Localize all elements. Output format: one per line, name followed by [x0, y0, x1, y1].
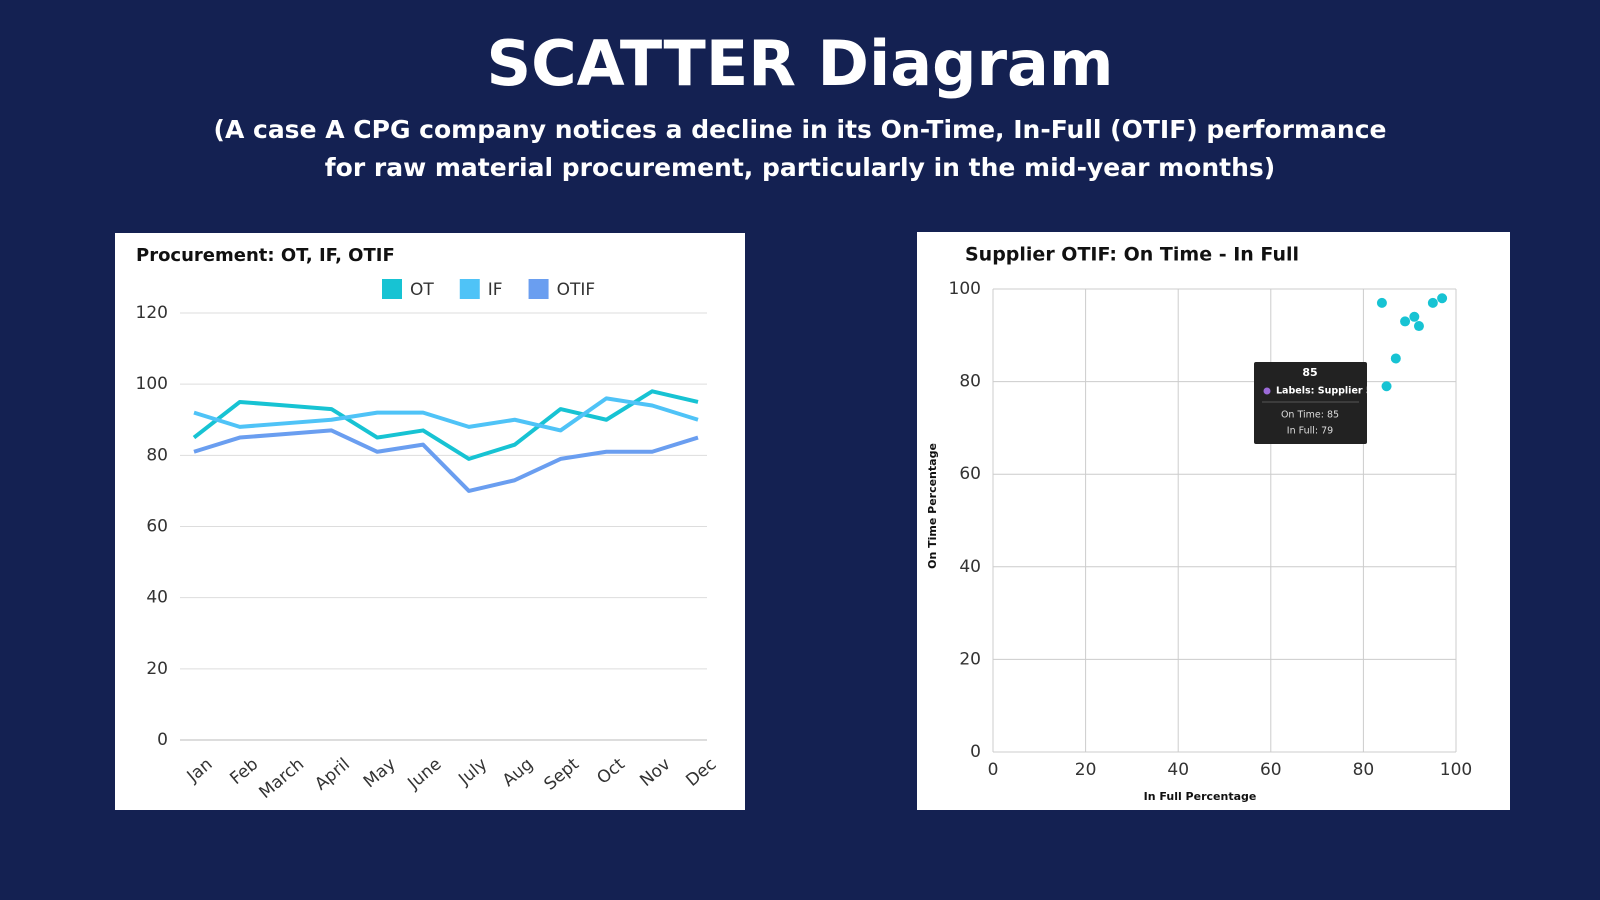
slide-subtitle: (A case A CPG company notices a decline …	[214, 115, 1387, 144]
y-tick-label: 40	[146, 588, 168, 608]
y-tick-label: 100	[136, 374, 168, 394]
tooltip-title: 85	[1302, 366, 1317, 379]
tooltip-bullet	[1263, 387, 1271, 395]
legend-label: OT	[410, 280, 434, 300]
y-tick-label: 100	[949, 279, 981, 299]
y-tick-label: 60	[146, 517, 168, 537]
y-tick-label: 0	[157, 730, 168, 750]
x-axis-label: In Full Percentage	[1144, 790, 1257, 803]
tooltip-label: Labels: Supplier 5	[1276, 386, 1373, 397]
y-tick-label: 80	[959, 372, 981, 392]
series-line	[193, 428, 699, 493]
series-line	[192, 389, 699, 461]
x-tick-label: 80	[1353, 760, 1375, 780]
legend-label: IF	[488, 280, 503, 300]
slide-subtitle: for raw material procurement, particular…	[325, 153, 1275, 182]
chart-title: Procurement: OT, IF, OTIF	[136, 245, 395, 266]
line-panel	[115, 233, 745, 810]
y-tick-label: 20	[146, 659, 168, 679]
scatter-point	[1409, 311, 1420, 322]
tooltip-line: On Time: 85	[1281, 410, 1339, 421]
series-line	[193, 396, 699, 433]
x-tick-label: 100	[1440, 760, 1472, 780]
legend-swatch	[459, 279, 480, 299]
y-tick-label: 20	[959, 649, 981, 669]
scatter-panel	[917, 232, 1510, 810]
scatter-point	[1381, 381, 1392, 392]
scatter-point	[1400, 316, 1411, 327]
y-tick-label: 60	[959, 464, 981, 484]
chart-title: Supplier OTIF: On Time - In Full	[965, 244, 1299, 266]
scatter-point	[1390, 353, 1401, 364]
x-tick-label: 40	[1167, 760, 1189, 780]
y-tick-label: 120	[136, 303, 168, 323]
scatter-point	[1376, 297, 1387, 308]
legend-swatch	[528, 279, 549, 299]
slide-title: SCATTER Diagram	[487, 27, 1114, 100]
legend-swatch	[382, 279, 402, 299]
tooltip	[1254, 362, 1367, 444]
scatter-point	[1437, 293, 1448, 304]
tooltip-line: In Full: 79	[1287, 426, 1333, 437]
scatter-point	[1413, 321, 1424, 332]
scatter-point	[1427, 297, 1438, 308]
y-tick-label: 40	[959, 557, 981, 577]
x-tick-label: 0	[988, 760, 999, 780]
x-tick-label: 20	[1075, 760, 1097, 780]
y-tick-label: 0	[970, 742, 981, 762]
legend-label: OTIF	[557, 280, 596, 300]
y-axis-label: On Time Percentage	[926, 443, 939, 569]
x-tick-label: 60	[1260, 760, 1282, 780]
y-tick-label: 80	[146, 445, 168, 465]
